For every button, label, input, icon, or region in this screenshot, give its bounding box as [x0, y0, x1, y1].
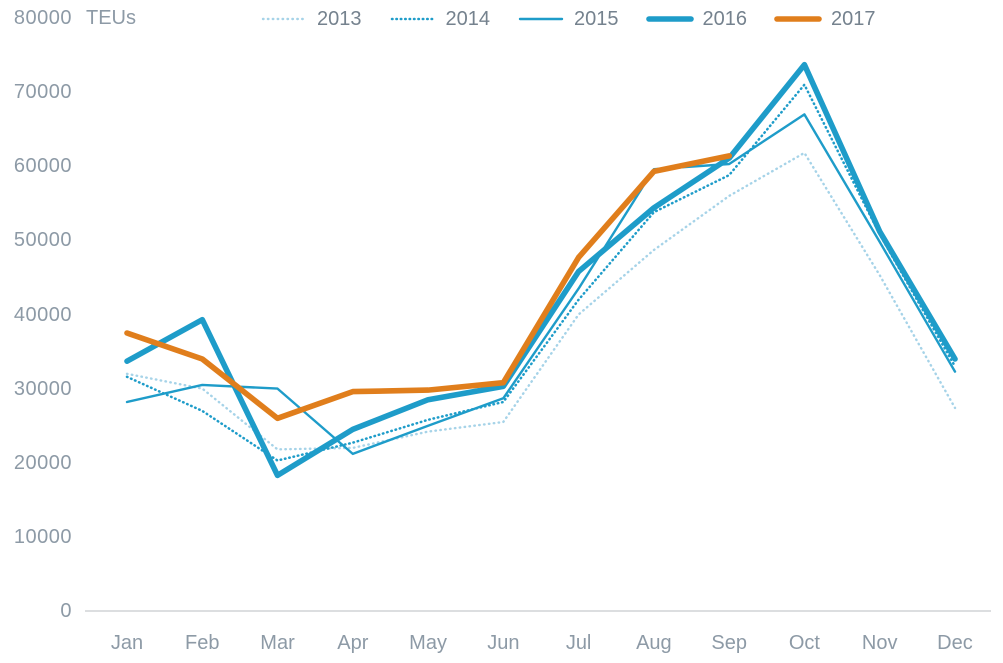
legend-line-sample-2015	[518, 17, 564, 21]
x-tick-aug: Aug	[636, 632, 672, 654]
series-line-2016	[124, 61, 958, 479]
legend-line-sample-2017	[774, 16, 822, 22]
x-tick-nov: Nov	[861, 632, 898, 654]
legend-line-sample-2016	[645, 16, 694, 22]
legend-item-2013: 2013	[260, 7, 362, 31]
x-tick-oct: Oct	[788, 632, 820, 654]
x-tick-apr: Apr	[337, 632, 369, 654]
legend-item-2016: 2016	[645, 7, 748, 31]
legend-line-sample-2014	[390, 17, 435, 21]
legend-label-2016: 2016	[702, 8, 748, 30]
legend-item-2017: 2017	[774, 7, 876, 31]
chart-legend: 2013 2014 2015 2016 2017	[260, 7, 876, 31]
x-tick-may: May	[409, 632, 447, 654]
y-tick-20000: 20000	[13, 451, 72, 474]
legend-item-2014: 2014	[389, 7, 491, 31]
y-tick-70000: 70000	[13, 81, 72, 104]
legend-item-2015: 2015	[517, 7, 619, 31]
x-tick-jan: Jan	[110, 632, 144, 654]
y-tick-60000: 60000	[13, 155, 72, 178]
y-axis-unit-label: TEUs	[86, 7, 136, 29]
legend-label-2015: 2015	[574, 8, 619, 30]
series-line-2017	[124, 153, 733, 422]
series-line-2014	[125, 83, 957, 462]
x-tick-dec: Dec	[937, 632, 973, 654]
series-line-2015	[125, 113, 957, 456]
y-tick-0: 0	[60, 600, 72, 622]
series-line-2013	[125, 151, 957, 451]
legend-label-2017: 2017	[831, 8, 876, 30]
x-tick-jul: Jul	[565, 632, 592, 654]
y-tick-40000: 40000	[13, 303, 72, 326]
x-tick-mar: Mar	[260, 632, 295, 654]
x-tick-jun: Jun	[487, 632, 520, 654]
legend-label-2014: 2014	[445, 8, 491, 30]
legend-line-sample-2013	[261, 17, 307, 21]
x-tick-sep: Sep	[711, 632, 747, 654]
legend-label-2013: 2013	[317, 8, 362, 30]
y-tick-10000: 10000	[13, 525, 72, 548]
y-tick-80000: 80000	[13, 7, 72, 29]
x-tick-feb: Feb	[185, 632, 220, 654]
y-tick-30000: 30000	[13, 377, 72, 400]
y-tick-50000: 50000	[13, 229, 72, 252]
